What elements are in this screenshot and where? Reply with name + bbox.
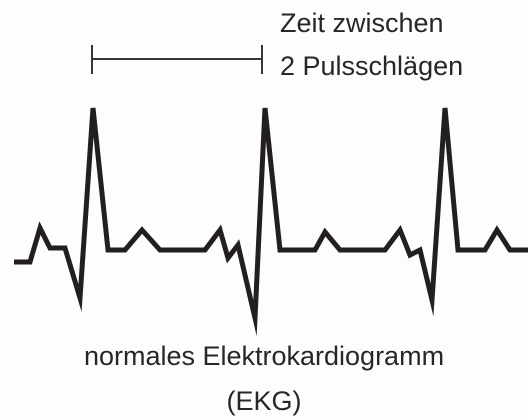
caption: (EKG) [226, 386, 301, 416]
interval-label: 2 Pulsschlägen [280, 51, 463, 81]
interval-label: Zeit zwischen [280, 8, 444, 38]
interval-bracket [91, 45, 263, 74]
caption: normales Elektrokardiogramm [84, 341, 444, 371]
ekg-trace [14, 107, 528, 337]
